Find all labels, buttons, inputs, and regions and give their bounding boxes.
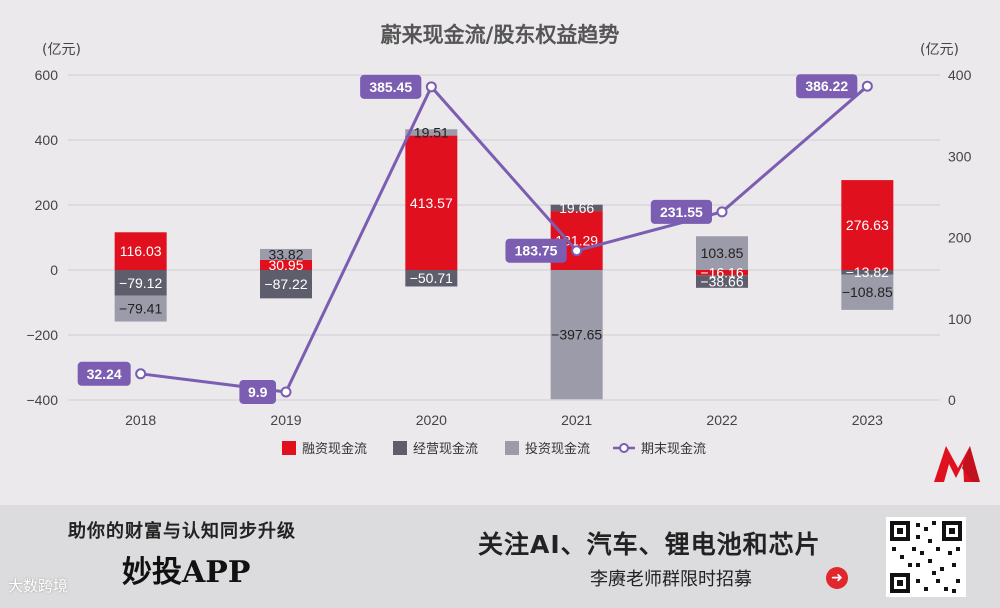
banner-teacher-text[interactable]: 李赓老师群限时招募 bbox=[590, 569, 752, 590]
bar-data-label: −16.16 bbox=[700, 265, 743, 281]
legend-swatch bbox=[282, 441, 296, 455]
y-tick-left: 0 bbox=[50, 262, 58, 278]
banner-follow-text: 关注AI、汽车、锂电池和芯片 bbox=[478, 530, 821, 559]
legend-swatch bbox=[505, 441, 519, 455]
bar-segment bbox=[260, 248, 312, 260]
line-label-box bbox=[505, 238, 567, 263]
y-tick-right: 200 bbox=[948, 230, 972, 246]
bar-data-label: 116.03 bbox=[120, 243, 162, 259]
bar-segment bbox=[405, 270, 458, 287]
legend-label: 融资现金流 bbox=[302, 441, 367, 457]
bar-data-label: 19.51 bbox=[414, 124, 449, 140]
x-tick-label: 2020 bbox=[416, 412, 447, 428]
x-tick-label: 2018 bbox=[125, 412, 156, 428]
bar-segment bbox=[405, 129, 458, 136]
chart-svg: 蔚来现金流/股东权益趋势 (亿元) (亿元) 600 400 200 0 −200 −400 40… bbox=[26, 23, 972, 457]
line-point bbox=[135, 368, 147, 380]
line-point bbox=[280, 386, 292, 398]
bar-data-label: 103.85 bbox=[701, 245, 744, 261]
line-label-box bbox=[650, 199, 712, 224]
bar-segment bbox=[114, 232, 167, 270]
line-data-label: 9.9 bbox=[248, 384, 268, 400]
y-tick-right: 100 bbox=[948, 311, 972, 327]
watermark-text: 大数跨境 bbox=[8, 577, 69, 595]
bar-data-label: −397.65 bbox=[551, 327, 602, 343]
bar-data-label: −79.12 bbox=[119, 275, 162, 291]
y-tick-left: −200 bbox=[26, 327, 58, 343]
bar-segment bbox=[114, 295, 167, 322]
legend-label: 投资现金流 bbox=[525, 441, 590, 457]
x-tick-label: 2021 bbox=[561, 412, 592, 428]
y-tick-left: 400 bbox=[35, 132, 59, 148]
bar-segment bbox=[696, 236, 748, 270]
y-tick-left: 600 bbox=[35, 67, 59, 83]
bar-data-label: 30.95 bbox=[268, 257, 303, 273]
line-data-label: 385.45 bbox=[369, 79, 412, 95]
legend-marker bbox=[619, 443, 629, 453]
right-axis-unit: (亿元) bbox=[920, 42, 959, 58]
bar-segment bbox=[260, 270, 312, 299]
bar-data-label: −87.22 bbox=[264, 276, 307, 292]
y-tick-left: 200 bbox=[35, 197, 59, 213]
bar-segment bbox=[696, 270, 748, 276]
x-tick-label: 2019 bbox=[270, 412, 301, 428]
line-point bbox=[716, 206, 728, 218]
bar-segment bbox=[260, 259, 312, 270]
line-data-label: 386.22 bbox=[805, 78, 848, 94]
line-point bbox=[861, 80, 873, 92]
x-tick-label: 2022 bbox=[706, 412, 737, 428]
legend-swatch bbox=[393, 441, 407, 455]
bar-data-label: 33.82 bbox=[268, 246, 303, 262]
legend-label: 期末现金流 bbox=[641, 441, 706, 457]
line-data-label: 183.75 bbox=[515, 243, 558, 259]
line-data-label: 231.55 bbox=[660, 204, 703, 220]
y-tick-right: 0 bbox=[948, 392, 956, 408]
bar-segment bbox=[550, 204, 603, 212]
qr-code-icon[interactable] bbox=[886, 517, 966, 597]
bar-segment bbox=[841, 270, 894, 275]
arrow-right-icon[interactable]: ➜ bbox=[826, 567, 848, 589]
bar-segment bbox=[114, 270, 167, 296]
legend-label: 经营现金流 bbox=[413, 441, 478, 457]
line-label-box bbox=[796, 74, 858, 99]
chart-area: 蔚来现金流/股东权益趋势 (亿元) (亿元) 600 400 200 0 −200 −400 40… bbox=[26, 23, 972, 457]
bar-segment bbox=[841, 180, 894, 270]
line-point bbox=[425, 81, 437, 93]
line-label-box bbox=[239, 379, 276, 404]
bar-data-label: −38.66 bbox=[700, 274, 743, 290]
bar-segment bbox=[405, 135, 458, 270]
promo-banner: 助你的财富与认知同步升级 妙投APP 大数跨境 关注AI、汽车、锂电池和芯片 李… bbox=[0, 505, 1000, 608]
banner-slogan: 助你的财富与认知同步升级 bbox=[68, 521, 296, 542]
y-tick-right: 400 bbox=[948, 67, 972, 83]
line-data-label: 32.24 bbox=[87, 366, 122, 382]
bar-data-label: 276.63 bbox=[846, 217, 889, 233]
y-tick-left: −400 bbox=[26, 392, 58, 408]
bar-segment bbox=[550, 270, 603, 400]
chart-title: 蔚来现金流/股东权益趋势 bbox=[381, 23, 620, 47]
y-tick-right: 300 bbox=[948, 148, 972, 164]
line-label-box bbox=[77, 361, 131, 386]
bar-segment bbox=[696, 275, 748, 288]
line-point bbox=[571, 245, 583, 257]
banner-app-name[interactable]: 妙投APP bbox=[122, 555, 251, 590]
bar-data-label: −13.82 bbox=[846, 264, 889, 280]
x-tick-label: 2023 bbox=[852, 412, 883, 428]
bar-data-label: −108.85 bbox=[842, 284, 893, 300]
bar-data-label: 413.57 bbox=[410, 195, 453, 211]
bar-segment bbox=[841, 274, 894, 310]
bar-data-label: −50.71 bbox=[410, 270, 453, 286]
line-label-box bbox=[360, 74, 422, 99]
left-axis-unit: (亿元) bbox=[42, 42, 81, 58]
bar-data-label: −79.41 bbox=[119, 301, 162, 317]
m-brand-logo-icon bbox=[934, 446, 980, 482]
line-series-path bbox=[140, 84, 869, 394]
bar-data-label: 19.66 bbox=[559, 200, 594, 216]
